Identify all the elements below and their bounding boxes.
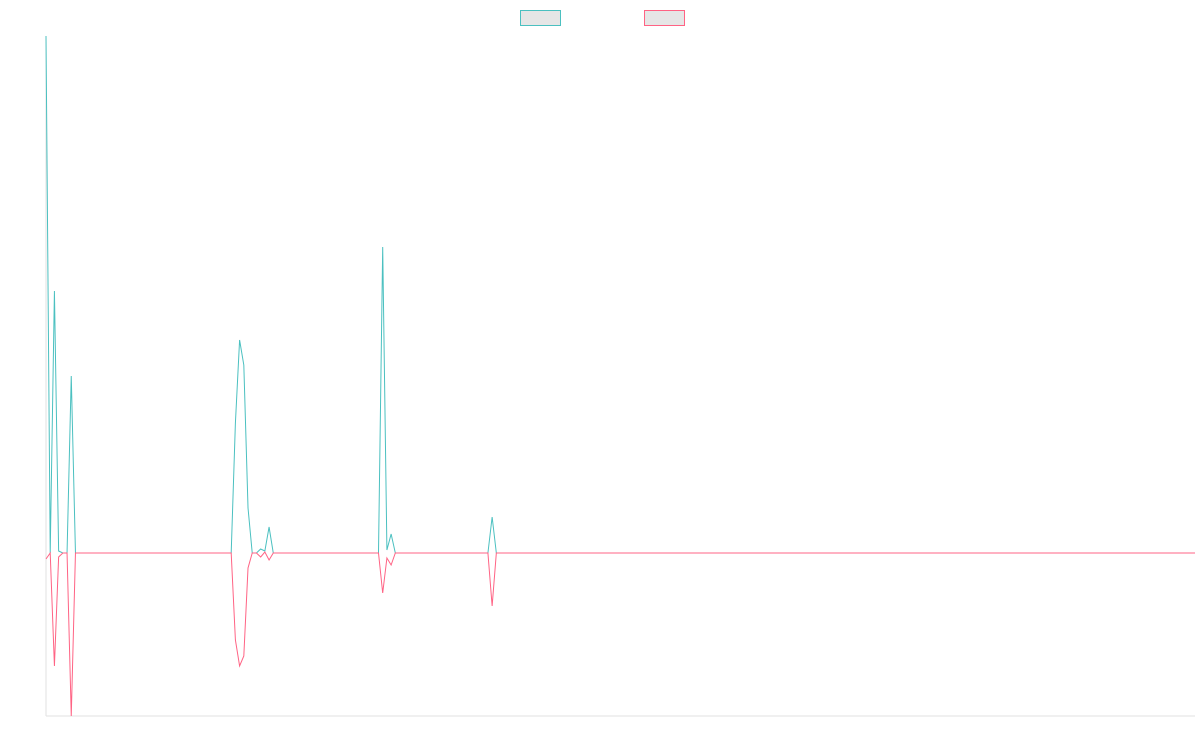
- legend-swatch: [644, 10, 685, 26]
- series-line: [45, 35, 1195, 554]
- legend-swatch: [520, 10, 561, 26]
- series-line: [45, 551, 1195, 717]
